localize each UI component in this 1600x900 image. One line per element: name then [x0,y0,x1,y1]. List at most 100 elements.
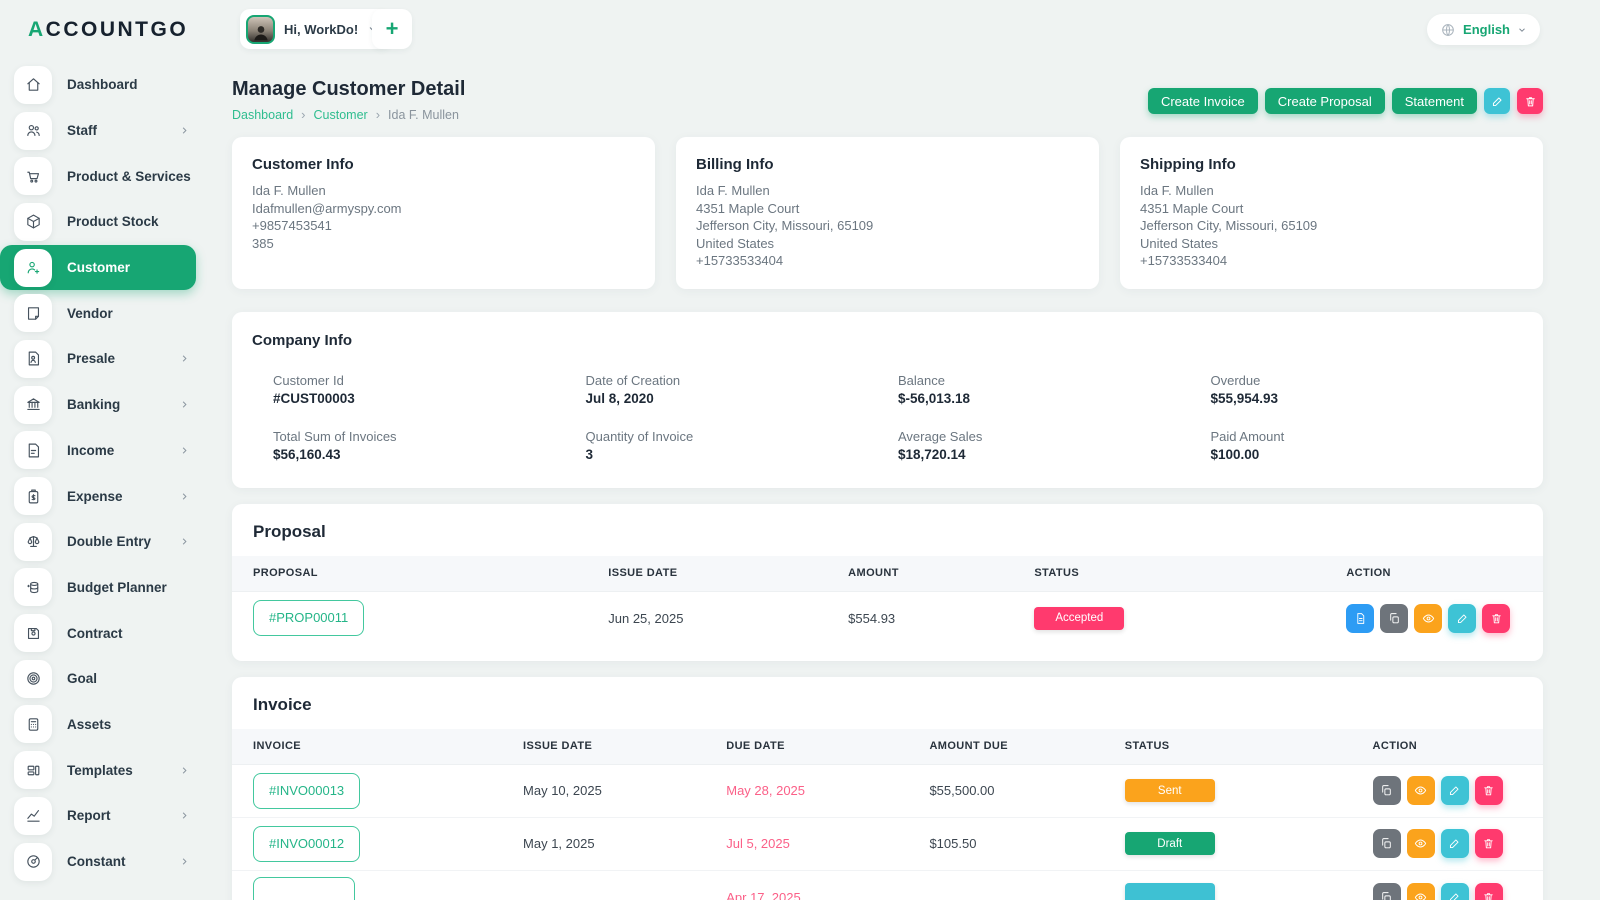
chart-icon [14,796,52,835]
chevron-right-icon [182,355,187,363]
pencil-icon [1457,614,1467,623]
view-button[interactable] [1414,603,1443,633]
shipping-info-title: Shipping Info [1140,156,1236,173]
delete-button[interactable] [1474,882,1503,900]
sidebar-label: Constant [67,854,126,870]
field-label: Customer Id [273,372,344,388]
customer-info-card: Customer Info Ida F. Mullen Idafmullen@a… [232,137,655,289]
delete-button[interactable] [1482,603,1511,633]
sidebar-item-vendor[interactable]: Vendor [0,290,212,336]
delete-customer-button[interactable] [1517,88,1543,114]
delete-button[interactable] [1474,829,1503,858]
sidebar-item-contract[interactable]: Contract [0,610,212,656]
proposal-row: #PROP00011 Jun 25, 2025 $554.93 Accepted [232,592,1543,645]
status-badge: Draft [1124,832,1215,855]
col-action: ACTION [1346,567,1391,579]
view-button[interactable] [1406,882,1435,900]
sidebar-item-constant[interactable]: Constant [0,839,212,885]
sidebar-item-product-services[interactable]: Product & Services [0,153,212,199]
billing-name: Ida F. Mullen [696,183,770,198]
sidebar-item-customer[interactable]: Customer [0,244,196,291]
view-button[interactable] [1406,776,1435,805]
duplicate-button[interactable] [1380,603,1409,633]
sidebar-label: Goal [67,671,98,687]
language-selector[interactable]: English [1427,14,1540,45]
create-invoice-button[interactable]: Create Invoice [1147,88,1258,114]
greeting-text: Hi, WorkDo! [284,21,359,37]
breadcrumb-dashboard[interactable]: Dashboard [232,107,294,122]
col-issue-date: ISSUE DATE [523,740,593,752]
shipping-street: 4351 Maple Court [1140,200,1244,216]
copy-icon [1382,891,1391,900]
col-amount-due: AMOUNT DUE [929,740,1008,752]
duplicate-button[interactable] [1372,776,1401,805]
file-user-icon [14,339,52,378]
sidebar-item-assets[interactable]: Assets [0,702,212,748]
proposal-number-link[interactable]: #PROP00011 [253,600,365,636]
duplicate-button[interactable] [1372,829,1401,858]
chevron-right-icon [182,767,187,774]
invoice-title: Invoice [253,694,312,714]
sidebar-item-templates[interactable]: Templates [0,747,212,793]
invoice-number-link[interactable] [253,876,355,900]
sidebar-item-staff[interactable]: Staff [0,108,212,154]
sidebar-item-product-stock[interactable]: Product Stock [0,199,212,245]
field-label: Date of Creation [585,372,681,388]
page-actions: Create Invoice Create Proposal Statement [1147,88,1543,114]
globe-icon [1442,23,1454,36]
col-invoice: INVOICE [253,740,302,752]
eye-icon [1414,893,1427,900]
sidebar-item-double-entry[interactable]: Double Entry [0,519,212,565]
sidebar-item-goal[interactable]: Goal [0,656,212,702]
trash-icon [1525,96,1535,106]
user-menu[interactable]: Hi, WorkDo! [240,9,392,49]
bank-icon [14,385,52,424]
sidebar-label: Assets [67,716,112,732]
edit-button[interactable] [1440,829,1469,858]
edit-button[interactable] [1448,603,1477,633]
chevron-right-icon [182,127,187,134]
sidebar-item-report[interactable]: Report [0,793,212,839]
sidebar-item-budget-planner[interactable]: Budget Planner [0,565,212,611]
field-quantity-invoice: Quantity of Invoice 3 [586,429,899,462]
convert-invoice-button[interactable] [1346,603,1375,633]
coins-icon [14,568,52,607]
sidebar-item-income[interactable]: Income [0,428,212,474]
cart-icon [14,157,52,196]
edit-button[interactable] [1440,776,1469,805]
customer-info-title: Customer Info [252,156,354,173]
chevron-down-icon [1519,27,1525,32]
delete-button[interactable] [1474,776,1503,805]
sidebar-label: Templates [67,762,133,778]
breadcrumb-separator: › [375,107,381,122]
sidebar: Dashboard Staff Product & Services Produ… [0,62,212,884]
duplicate-button[interactable] [1372,882,1401,900]
create-proposal-button[interactable]: Create Proposal [1264,88,1385,114]
invoice-number-link[interactable]: #INVO00013 [253,772,361,809]
invoice-table-header: INVOICE ISSUE DATE DUE DATE AMOUNT DUE S… [232,728,1543,765]
app-logo[interactable]: ACCOUNTGO [28,18,189,41]
sidebar-item-banking[interactable]: Banking [0,382,212,428]
trash-icon [1484,892,1493,900]
status-badge: Accepted [1034,606,1125,630]
sidebar-label: Double Entry [67,534,152,550]
invoice-number-link[interactable]: #INVO00012 [253,825,361,862]
field-value: $-56,013.18 [898,390,971,406]
users-icon [14,111,52,150]
language-label: English [1463,22,1510,37]
sidebar-item-expense[interactable]: Expense [0,473,212,519]
shipping-phone: +15733533404 [1140,253,1228,268]
sidebar-item-presale[interactable]: Presale [0,336,212,382]
chevron-right-icon [182,447,187,454]
quick-add-button[interactable]: + [372,9,412,49]
view-button[interactable] [1406,829,1435,858]
avatar [246,14,275,44]
edit-button[interactable] [1440,882,1469,900]
field-label: Total Sum of Invoices [273,428,397,444]
billing-info-title: Billing Info [696,156,774,173]
customer-info-lines: Ida F. Mullen Idafmullen@armyspy.com +98… [252,182,635,252]
statement-button[interactable]: Statement [1391,88,1477,114]
sidebar-item-dashboard[interactable]: Dashboard [0,62,212,108]
edit-customer-button[interactable] [1484,88,1510,114]
breadcrumb-customer[interactable]: Customer [313,107,368,122]
